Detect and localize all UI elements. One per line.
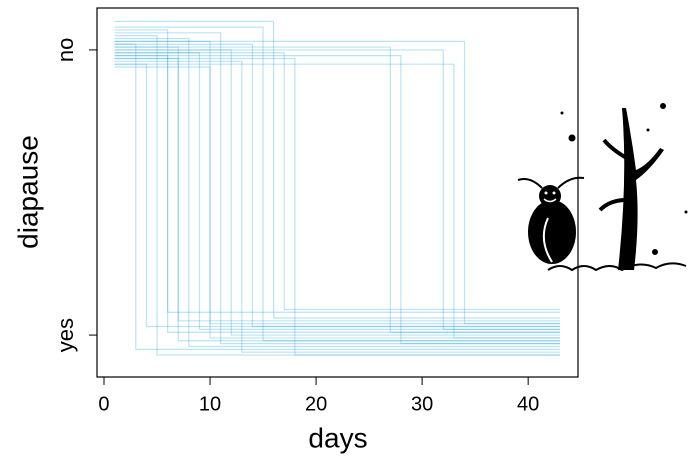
step-line bbox=[114, 26, 560, 342]
step-line bbox=[114, 52, 560, 311]
beetle-tree-icon bbox=[517, 103, 688, 272]
step-line bbox=[114, 46, 560, 342]
step-line bbox=[114, 46, 560, 333]
step-line bbox=[114, 29, 560, 313]
step-line bbox=[114, 57, 560, 356]
y-axis-title: diapause bbox=[12, 135, 43, 249]
step-line bbox=[114, 37, 560, 348]
step-line bbox=[114, 57, 560, 322]
step-line bbox=[114, 49, 560, 336]
step-line bbox=[114, 20, 560, 319]
step-line bbox=[114, 55, 560, 345]
step-line bbox=[114, 66, 560, 325]
x-tick-label: 0 bbox=[98, 393, 109, 415]
step-line bbox=[114, 60, 560, 353]
y-tick-label: no bbox=[53, 38, 78, 62]
step-line bbox=[114, 35, 560, 356]
plot-frame bbox=[96, 7, 579, 378]
step-line bbox=[114, 49, 560, 330]
step-line bbox=[114, 43, 560, 350]
step-line bbox=[114, 55, 560, 333]
x-tick-label: 10 bbox=[199, 393, 221, 415]
step-line bbox=[114, 63, 560, 328]
x-tick-label: 20 bbox=[305, 393, 327, 415]
x-tick-label: 30 bbox=[411, 393, 433, 415]
step-line bbox=[114, 43, 560, 328]
x-axis-title: days bbox=[308, 422, 367, 453]
step-line bbox=[114, 32, 560, 345]
step-line bbox=[114, 40, 560, 325]
y-tick-label: yes bbox=[53, 318, 78, 352]
step-line bbox=[114, 40, 560, 339]
step-line bbox=[114, 52, 560, 330]
step-line bbox=[114, 63, 560, 339]
x-tick-label: 40 bbox=[517, 393, 539, 415]
